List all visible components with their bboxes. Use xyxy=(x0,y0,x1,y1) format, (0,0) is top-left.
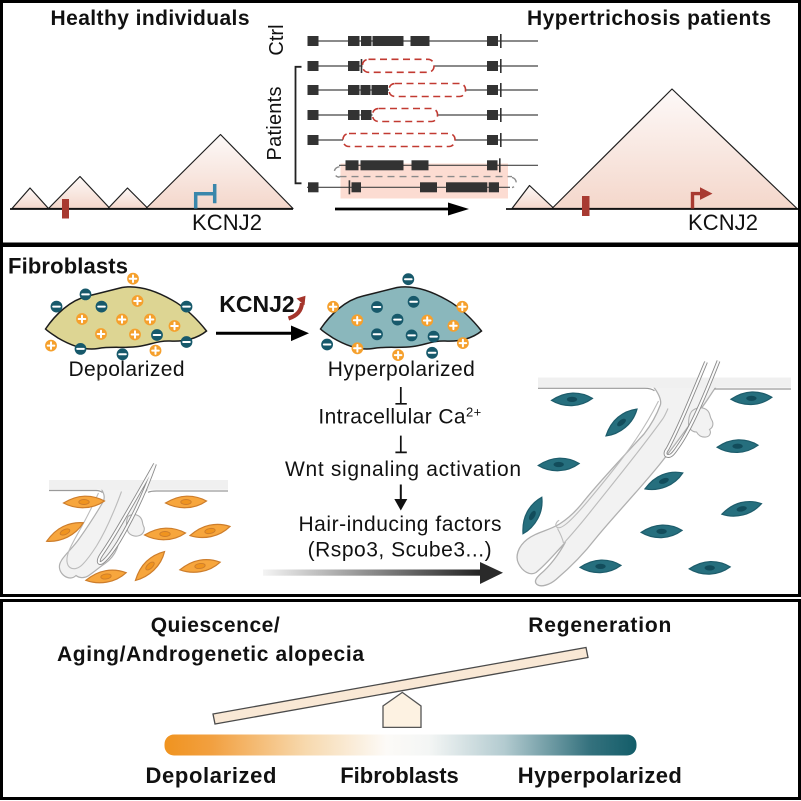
svg-text:Wnt signaling activation: Wnt signaling activation xyxy=(285,458,521,481)
svg-text:Depolarized: Depolarized xyxy=(69,358,185,381)
svg-text:Hyperpolarized: Hyperpolarized xyxy=(328,358,475,381)
svg-text:Healthy individuals: Healthy individuals xyxy=(51,7,250,30)
svg-text:Ctrl: Ctrl xyxy=(266,24,288,55)
svg-text:Hyperpolarized: Hyperpolarized xyxy=(518,763,682,788)
svg-text:Hair-inducing factors: Hair-inducing factors xyxy=(299,513,502,536)
svg-text:Patients: Patients xyxy=(264,87,286,161)
svg-text:(Rspo3, Scube3...): (Rspo3, Scube3...) xyxy=(308,539,492,562)
svg-text:KCNJ2: KCNJ2 xyxy=(219,291,294,317)
svg-text:KCNJ2: KCNJ2 xyxy=(192,210,262,235)
svg-text:Quiescence/: Quiescence/ xyxy=(151,614,280,637)
svg-text:KCNJ2: KCNJ2 xyxy=(688,210,758,235)
svg-text:Depolarized: Depolarized xyxy=(146,763,277,788)
svg-text:Aging/Androgenetic alopecia: Aging/Androgenetic alopecia xyxy=(57,643,364,666)
svg-text:Intracellular Ca2+: Intracellular Ca2+ xyxy=(318,405,481,429)
svg-text:Regeneration: Regeneration xyxy=(528,614,671,637)
svg-text:Fibroblasts: Fibroblasts xyxy=(340,763,459,788)
svg-text:Hypertrichosis patients: Hypertrichosis patients xyxy=(527,7,771,30)
svg-text:Fibroblasts: Fibroblasts xyxy=(8,254,128,279)
